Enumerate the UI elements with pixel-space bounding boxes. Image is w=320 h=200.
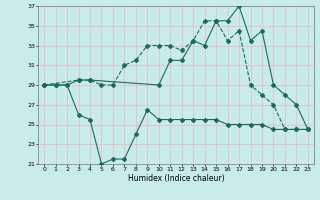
X-axis label: Humidex (Indice chaleur): Humidex (Indice chaleur)	[128, 174, 224, 183]
